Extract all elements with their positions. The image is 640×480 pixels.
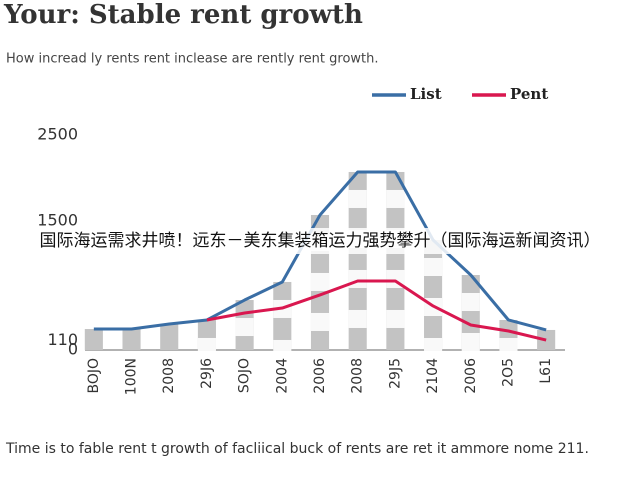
bar-stripe (197, 337, 216, 356)
bar-stripe (310, 272, 330, 291)
x-tick-label: 2O5 (500, 358, 516, 387)
overlay-band (0, 228, 640, 254)
bar (84, 329, 103, 350)
x-tick-label: 2104 (425, 358, 441, 394)
x-tick-label: 29J5 (387, 358, 403, 389)
bar-stripe (386, 309, 405, 328)
line-0 (93, 170, 547, 332)
bar (122, 329, 141, 350)
footnote: Time is to fable rent t growth of faclii… (6, 441, 589, 457)
bar-stripe (461, 293, 480, 312)
x-tick-label: 2008 (161, 358, 177, 394)
bar-stripe (461, 333, 480, 352)
chart-title: Your: Stable rent growth (3, 0, 363, 30)
chart: Your: Stable rent growth How incread ly … (0, 0, 640, 396)
bar-stripe (310, 312, 330, 331)
bar-stripe (348, 269, 367, 288)
bar-stripe (273, 339, 292, 358)
bar (424, 240, 443, 350)
x-tick-label: 2006 (312, 358, 328, 394)
bar-stripe (348, 189, 367, 208)
bar-stripe (386, 189, 405, 208)
chart-subtitle: How incread ly rents rent inclease are r… (6, 52, 379, 67)
bar-stripe (348, 309, 367, 328)
x-tick-label: 29J6 (199, 358, 215, 389)
legend-label: List (410, 85, 442, 103)
x-tick-label: L61 (538, 358, 554, 384)
bar-stripe (235, 318, 254, 337)
x-tick-label: BOJO (86, 358, 102, 394)
line-1 (206, 279, 547, 342)
bar (160, 324, 179, 350)
x-tick-label: SOJO (237, 358, 253, 393)
x-tick-label: 2008 (350, 358, 366, 394)
y-tick-label: 2500 (37, 125, 78, 144)
x-tick-label: 100N (124, 358, 140, 395)
x-tick-label: 2004 (274, 358, 290, 394)
y-tick-label: 110 (47, 330, 78, 349)
overlay-text: 国际海运需求井喷！远东－美东集装箱运力强势攀升（国际海运新闻资讯） (40, 231, 601, 251)
bar (386, 171, 405, 350)
bar-stripe (424, 258, 443, 277)
y-tick-label: 0 (68, 340, 78, 359)
bar-stripe (499, 337, 518, 356)
bar (348, 171, 367, 350)
x-tick-label: 2006 (463, 358, 479, 394)
legend-label: Pent (510, 85, 548, 103)
y-tick-label: 1500 (37, 211, 78, 230)
bar-stripe (424, 338, 443, 357)
